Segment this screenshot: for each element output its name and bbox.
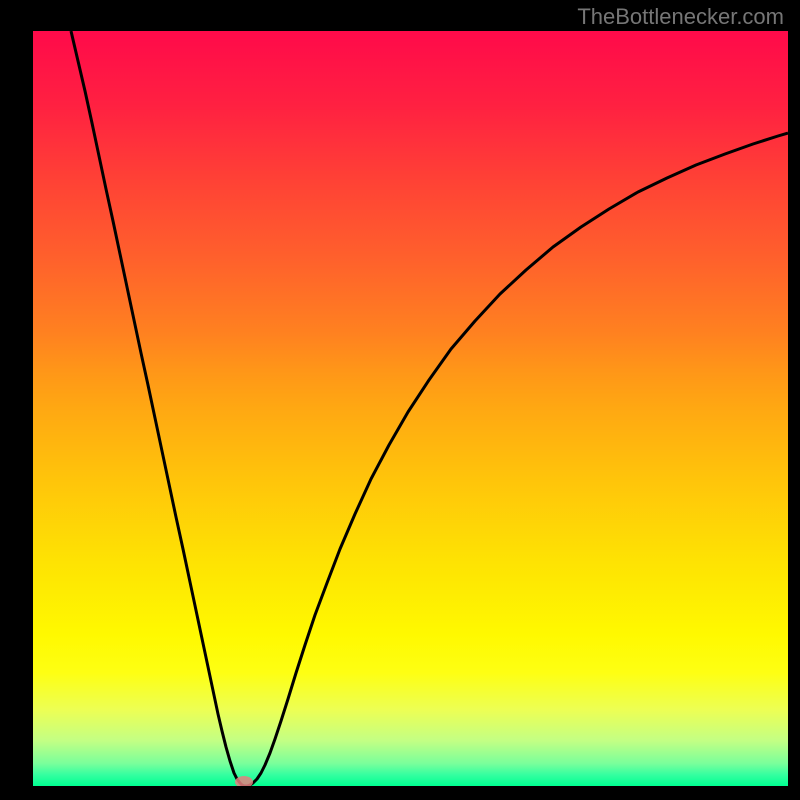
watermark-text: TheBottlenecker.com (577, 4, 784, 30)
bottleneck-curve (71, 31, 788, 786)
chart-canvas: TheBottlenecker.com (0, 0, 800, 800)
curve-layer (33, 31, 788, 786)
plot-area (33, 31, 788, 786)
